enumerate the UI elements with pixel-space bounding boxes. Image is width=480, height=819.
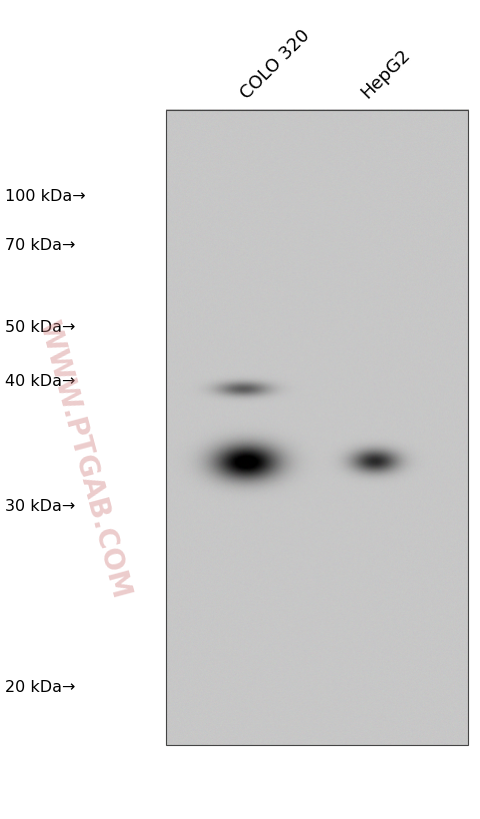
Text: 50 kDa→: 50 kDa→ bbox=[5, 320, 75, 335]
Text: 40 kDa→: 40 kDa→ bbox=[5, 373, 75, 388]
Text: 70 kDa→: 70 kDa→ bbox=[5, 238, 75, 253]
Text: 30 kDa→: 30 kDa→ bbox=[5, 499, 75, 514]
Text: HepG2: HepG2 bbox=[358, 46, 414, 102]
Text: 100 kDa→: 100 kDa→ bbox=[5, 189, 85, 204]
Text: COLO 320: COLO 320 bbox=[238, 26, 314, 102]
Text: WWW.PTGAB.COM: WWW.PTGAB.COM bbox=[33, 317, 135, 600]
Text: 20 kDa→: 20 kDa→ bbox=[5, 679, 75, 694]
Bar bbox=[166, 111, 468, 745]
